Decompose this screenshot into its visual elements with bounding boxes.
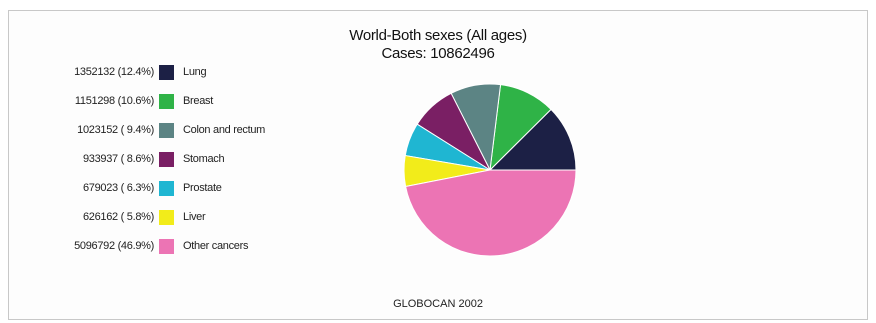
- legend-value: 626162 ( 5.8%): [82, 211, 154, 223]
- legend-item: 5096792 (46.9%) Other cancers: [0, 236, 330, 258]
- legend-label: Breast: [183, 95, 213, 107]
- legend-swatch: [159, 65, 174, 80]
- pie-slice: [488, 108, 577, 171]
- legend-label: Colon and rectum: [183, 124, 266, 136]
- legend-item: 1023152 ( 9.4%) Colon and rectum: [0, 120, 330, 142]
- legend-swatch: [159, 181, 174, 196]
- legend-swatch: [159, 94, 174, 109]
- legend-item: 933937 ( 8.6%) Stomach: [0, 149, 330, 171]
- pie-slice: [405, 169, 577, 257]
- legend-value: 5096792 (46.9%): [74, 240, 154, 252]
- chart-subtitle: Cases: 10862496: [381, 45, 495, 62]
- legend-item: 1151298 (10.6%) Breast: [0, 91, 330, 113]
- legend-value: 933937 ( 8.6%): [82, 153, 154, 165]
- legend-item: 679023 ( 6.3%) Prostate: [0, 178, 330, 200]
- legend-value: 1151298 (10.6%): [74, 95, 154, 107]
- pie-chart: [403, 83, 577, 257]
- legend-value: 1352132 (12.4%): [74, 66, 154, 78]
- legend-label: Stomach: [183, 153, 225, 165]
- legend-item: 1352132 (12.4%) Lung: [0, 62, 330, 84]
- legend-value: 1023152 ( 9.4%): [77, 124, 154, 136]
- chart-footer: GLOBOCAN 2002: [393, 298, 483, 310]
- legend-label: Prostate: [183, 182, 222, 194]
- legend-label: Other cancers: [183, 240, 249, 252]
- legend-swatch: [159, 239, 174, 254]
- legend-swatch: [159, 123, 174, 138]
- legend-swatch: [159, 152, 174, 167]
- chart-title: World-Both sexes (All ages): [349, 27, 527, 44]
- legend-item: 626162 ( 5.8%) Liver: [0, 207, 330, 229]
- legend-label: Liver: [183, 211, 206, 223]
- legend-value: 679023 ( 6.3%): [82, 182, 154, 194]
- legend-swatch: [159, 210, 174, 225]
- legend-label: Lung: [183, 66, 207, 78]
